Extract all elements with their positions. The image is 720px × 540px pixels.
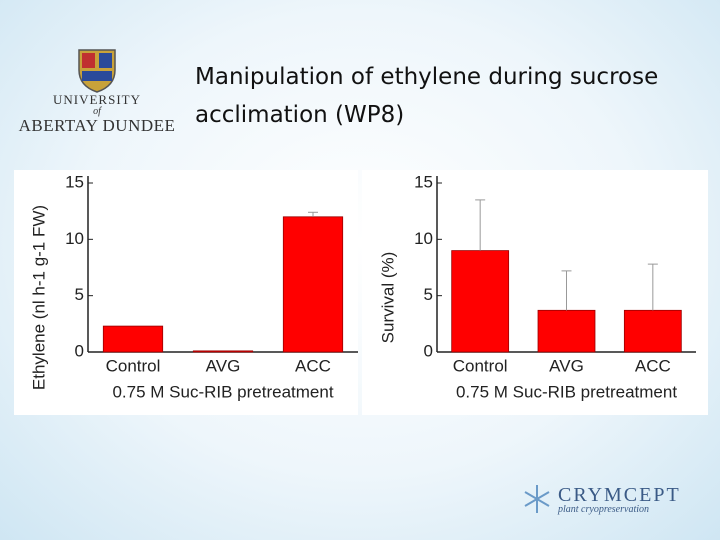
y-tick-label: 15 xyxy=(65,172,84,191)
x-axis-label: 0.75 M Suc-RIB pretreatment xyxy=(456,382,677,401)
error-bar xyxy=(561,270,572,311)
error-bar xyxy=(647,263,658,311)
x-tick-label: AVG xyxy=(206,356,241,375)
error-bar xyxy=(475,199,486,251)
y-tick-label: 0 xyxy=(75,341,84,360)
x-tick-label: Control xyxy=(106,356,161,375)
chart-panel xyxy=(362,170,708,415)
y-tick-label: 15 xyxy=(414,172,433,191)
logo-text: of xyxy=(93,106,101,117)
x-axis-label: 0.75 M Suc-RIB pretreatment xyxy=(112,382,333,401)
bar xyxy=(192,350,254,353)
bar xyxy=(282,216,344,353)
crest xyxy=(78,49,116,93)
y-tick-label: 5 xyxy=(75,285,84,304)
bar xyxy=(537,309,596,353)
snowflake-icon xyxy=(524,485,550,513)
university-logo: UNIVERSITY of ABERTAY DUNDEE xyxy=(14,92,180,136)
logo-text: plant cryopreservation xyxy=(558,504,650,515)
slide-title: Manipulation of ethylene during sucrose … xyxy=(195,64,659,128)
bar xyxy=(102,325,164,353)
bar xyxy=(623,309,682,353)
y-tick-label: 10 xyxy=(414,229,433,248)
y-axis-label: Survival (%) xyxy=(378,252,397,344)
logo-text: CRYMCEPT xyxy=(558,484,681,506)
y-tick-label: 5 xyxy=(424,285,433,304)
logo-text: ABERTAY DUNDEE xyxy=(18,116,176,135)
bar xyxy=(451,250,510,353)
x-tick-label: ACC xyxy=(635,356,671,375)
company-logo: CRYMCEPT plant cryopreservation xyxy=(558,484,681,515)
x-tick-label: ACC xyxy=(295,356,331,375)
y-axis-label: Ethylene (nl h-1 g-1 FW) xyxy=(29,205,48,390)
y-tick-label: 0 xyxy=(424,341,433,360)
error-bar xyxy=(308,211,318,217)
y-tick-label: 10 xyxy=(65,229,84,248)
x-tick-label: Control xyxy=(453,356,508,375)
x-tick-label: AVG xyxy=(549,356,584,375)
logo-text: UNIVERSITY xyxy=(53,92,141,107)
